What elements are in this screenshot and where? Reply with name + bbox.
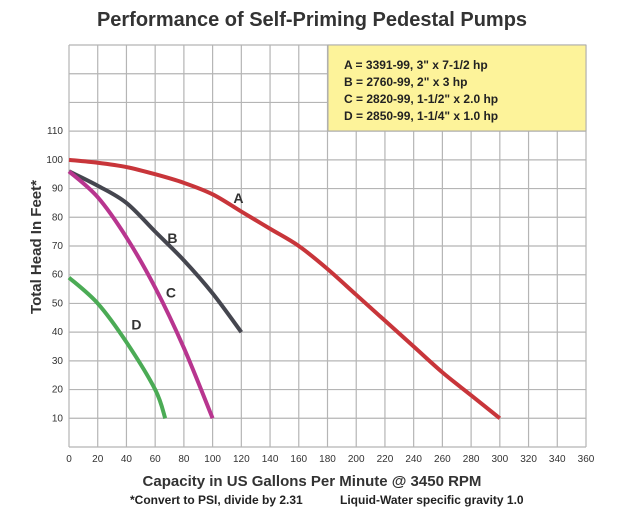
y-axis-label: Total Head In Feet* (28, 180, 45, 314)
series-line-b (68, 169, 243, 334)
y-axis-ticks: 10 20 30 40 50 60 70 80 90 100 110 (46, 126, 63, 424)
legend-entry: B = 2760-99, 2" x 3 hp (344, 75, 467, 89)
chart-title: Performance of Self-Priming Pedestal Pum… (97, 9, 527, 31)
y-tick-label: 90 (52, 184, 64, 195)
x-tick-label: 0 (66, 454, 72, 465)
x-tick-label: 40 (121, 454, 133, 465)
x-tick-label: 300 (491, 454, 508, 465)
x-tick-label: 140 (262, 454, 279, 465)
curves: A B C D (67, 157, 502, 420)
series-line-c (67, 169, 215, 420)
legend: A = 3391-99, 3" x 7-1/2 hp B = 2760-99, 2… (327, 44, 587, 132)
series-label-a: A (233, 190, 243, 206)
y-tick-label: 100 (46, 155, 63, 166)
legend-entry: C = 2820-99, 1-1/2" x 2.0 hp (344, 92, 498, 106)
x-axis-label: Capacity in US Gallons Per Minute @ 3450… (143, 473, 482, 490)
series-label-c: C (166, 285, 176, 301)
series-line-a (68, 157, 502, 420)
x-tick-label: 60 (150, 454, 162, 465)
x-tick-label: 180 (319, 454, 336, 465)
specific-gravity-note: Liquid-Water specific gravity 1.0 (340, 493, 524, 507)
y-tick-label: 60 (52, 270, 64, 281)
x-tick-label: 280 (463, 454, 480, 465)
x-tick-label: 20 (92, 454, 104, 465)
series-line-d (67, 276, 168, 419)
x-tick-label: 240 (405, 454, 422, 465)
x-tick-label: 160 (290, 454, 307, 465)
x-tick-label: 200 (348, 454, 365, 465)
series-label-b: B (167, 230, 177, 246)
x-tick-label: 320 (520, 454, 537, 465)
x-tick-label: 120 (233, 454, 250, 465)
x-axis-ticks: 0 20 40 60 80 100 120 140 160 180 200 220 240 260 280 3… (66, 454, 595, 465)
legend-entry: A = 3391-99, 3" x 7-1/2 hp (344, 58, 488, 72)
legend-box (327, 44, 587, 132)
x-tick-label: 100 (204, 454, 221, 465)
y-tick-label: 40 (52, 327, 64, 338)
x-tick-label: 220 (377, 454, 394, 465)
psi-conversion-note: *Convert to PSI, divide by 2.31 (130, 493, 303, 507)
x-tick-label: 80 (178, 454, 190, 465)
x-tick-label: 340 (549, 454, 566, 465)
y-tick-label: 30 (52, 356, 64, 367)
y-tick-label: 80 (52, 212, 64, 223)
y-tick-label: 20 (52, 385, 64, 396)
y-tick-label: 10 (52, 413, 64, 424)
series-label-d: D (131, 316, 141, 332)
x-tick-label: 360 (578, 454, 595, 465)
y-tick-label: 70 (52, 241, 64, 252)
legend-entry: D = 2850-99, 1-1/4" x 1.0 hp (344, 109, 498, 123)
y-tick-label: 110 (47, 126, 63, 137)
x-tick-label: 260 (434, 454, 451, 465)
y-tick-label: 50 (52, 298, 64, 309)
